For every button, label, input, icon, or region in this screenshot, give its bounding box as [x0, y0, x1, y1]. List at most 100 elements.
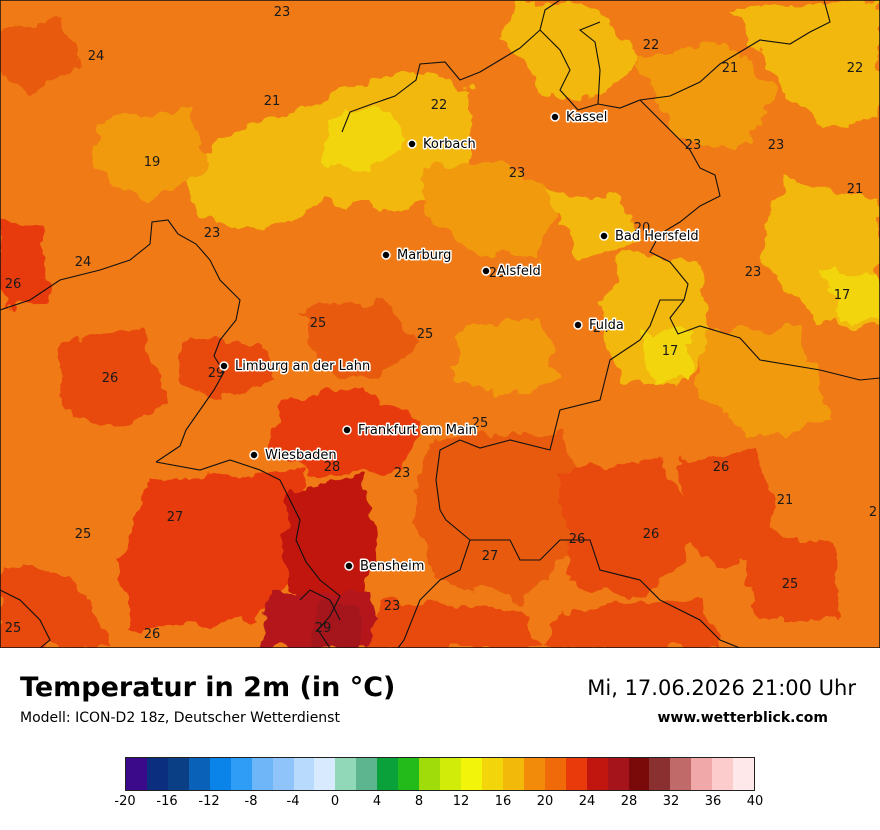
temperature-value: 29 — [208, 366, 225, 381]
temperature-field — [0, 0, 880, 648]
legend-swatch — [377, 758, 399, 790]
city-dot[interactable] — [219, 361, 229, 371]
city-marker[interactable]: Alsfeld — [481, 263, 542, 281]
legend-tick: 32 — [662, 794, 680, 809]
temperature-value: 26 — [569, 532, 586, 547]
temperature-value: 24 — [75, 255, 92, 270]
legend-swatch — [335, 758, 357, 790]
legend-tick: -12 — [198, 794, 220, 809]
temperature-value: 21 — [264, 94, 281, 109]
city-dot[interactable] — [599, 231, 609, 241]
legend-swatch — [146, 758, 168, 790]
temperature-value: 24 — [88, 49, 105, 64]
legend-swatch — [481, 758, 503, 790]
city-name: Bensheim — [360, 559, 424, 574]
legend-tick: -20 — [114, 794, 136, 809]
legend-swatch — [712, 758, 734, 790]
city-dot[interactable] — [573, 320, 583, 330]
temperature-labels: 23 24 22 21 22 21 22 19 23 23 23 21 23 20 24 26 23 23 17 25… — [5, 5, 877, 642]
city-marker[interactable]: Limburg an der Lahn — [219, 358, 372, 376]
legend-swatch — [502, 758, 524, 790]
temperature-value: 22 — [643, 38, 660, 53]
legend-tick: 0 — [330, 794, 340, 809]
website-link[interactable]: www.wetterblick.com — [657, 710, 829, 726]
city-dot[interactable] — [344, 561, 354, 571]
temperature-value: 27 — [482, 549, 499, 564]
legend-swatch — [586, 758, 608, 790]
temperature-value: 21 — [722, 61, 739, 76]
legend-swatch — [230, 758, 252, 790]
legend-swatch — [691, 758, 713, 790]
forecast-datetime: Mi, 17.06.2026 21:00 Uhr — [587, 676, 856, 700]
temperature-value: 23 — [509, 166, 526, 181]
legend-tick: 40 — [746, 794, 764, 809]
city-name: Kassel — [566, 110, 607, 125]
temperature-value: 23 — [745, 265, 762, 280]
temperature-map[interactable]: 23 24 22 21 22 21 22 19 23 23 23 21 23 20 24 26 23 23 17 25… — [0, 0, 880, 648]
temperature-value: 29 — [315, 621, 332, 636]
legend-swatch — [440, 758, 461, 790]
legend-tick: -8 — [244, 794, 258, 809]
temperature-value: 28 — [324, 460, 341, 475]
map-title: Temperatur in 2m (in °C) — [20, 672, 396, 703]
city-marker[interactable]: Frankfurt am Main — [342, 422, 478, 440]
temperature-value: 19 — [144, 155, 161, 170]
city-dot[interactable] — [550, 112, 560, 122]
legend-swatch — [293, 758, 315, 790]
legend-tick: 36 — [704, 794, 722, 809]
temperature-value: 17 — [662, 344, 679, 359]
temperature-value: 25 — [472, 416, 489, 431]
model-source: Modell: ICON-D2 18z, Deutscher Wetterdie… — [20, 710, 340, 726]
city-name: Fulda — [589, 318, 624, 333]
city-dot[interactable] — [407, 139, 417, 149]
legend-swatch — [356, 758, 378, 790]
temperature-value: 2 — [869, 505, 877, 520]
legend-swatch — [628, 758, 650, 790]
temperature-value: 23 — [768, 138, 785, 153]
legend-swatch — [167, 758, 189, 790]
temperature-value: 17 — [834, 288, 851, 303]
legend-tick: 16 — [494, 794, 512, 809]
temperature-value: 25 — [75, 527, 92, 542]
legend-tick: 4 — [372, 794, 382, 809]
city-name: Alsfeld — [497, 264, 541, 279]
legend-swatch — [419, 758, 441, 790]
legend-swatch — [272, 758, 294, 790]
legend-swatch — [523, 758, 545, 790]
temperature-value: 23 — [685, 138, 702, 153]
legend-tick: 12 — [452, 794, 470, 809]
legend-tick: 20 — [536, 794, 554, 809]
city-marker[interactable]: Wiesbaden — [249, 447, 338, 465]
city-dot[interactable] — [481, 266, 491, 276]
legend-tick: 24 — [578, 794, 596, 809]
legend-swatch — [544, 758, 566, 790]
temperature-value: 27 — [167, 510, 184, 525]
city-marker[interactable]: Marburg — [381, 247, 453, 265]
city-marker[interactable]: Bensheim — [344, 558, 426, 576]
temperature-value: 23 — [204, 226, 221, 241]
city-name: Marburg — [397, 248, 451, 263]
legend-swatch — [126, 758, 147, 790]
legend-swatch — [733, 758, 755, 790]
legend-swatch — [251, 758, 273, 790]
city-dot[interactable] — [342, 425, 352, 435]
city-name: Korbach — [423, 137, 476, 152]
city-marker[interactable]: Korbach — [407, 136, 477, 154]
city-marker[interactable]: Bad Hersfeld — [599, 228, 700, 246]
legend-swatch — [209, 758, 231, 790]
footer-panel: Temperatur in 2m (in °C) Modell: ICON-D2… — [0, 648, 880, 830]
temperature-value: 22 — [431, 98, 448, 113]
city-marker[interactable]: Kassel — [550, 109, 609, 127]
city-dot[interactable] — [381, 250, 391, 260]
legend-tick: 8 — [414, 794, 424, 809]
legend-swatch — [314, 758, 336, 790]
temperature-value: 26 — [5, 277, 22, 292]
temperature-value: 25 — [782, 577, 799, 592]
temperature-value: 21 — [847, 182, 864, 197]
temperature-value: 23 — [394, 466, 411, 481]
legend-tick: 28 — [620, 794, 638, 809]
map-canvas: 23 24 22 21 22 21 22 19 23 23 23 21 23 20 24 26 23 23 17 25… — [0, 0, 880, 648]
city-marker[interactable]: Fulda — [573, 317, 625, 335]
city-dot[interactable] — [249, 450, 259, 460]
city-name: Frankfurt am Main — [358, 423, 477, 438]
